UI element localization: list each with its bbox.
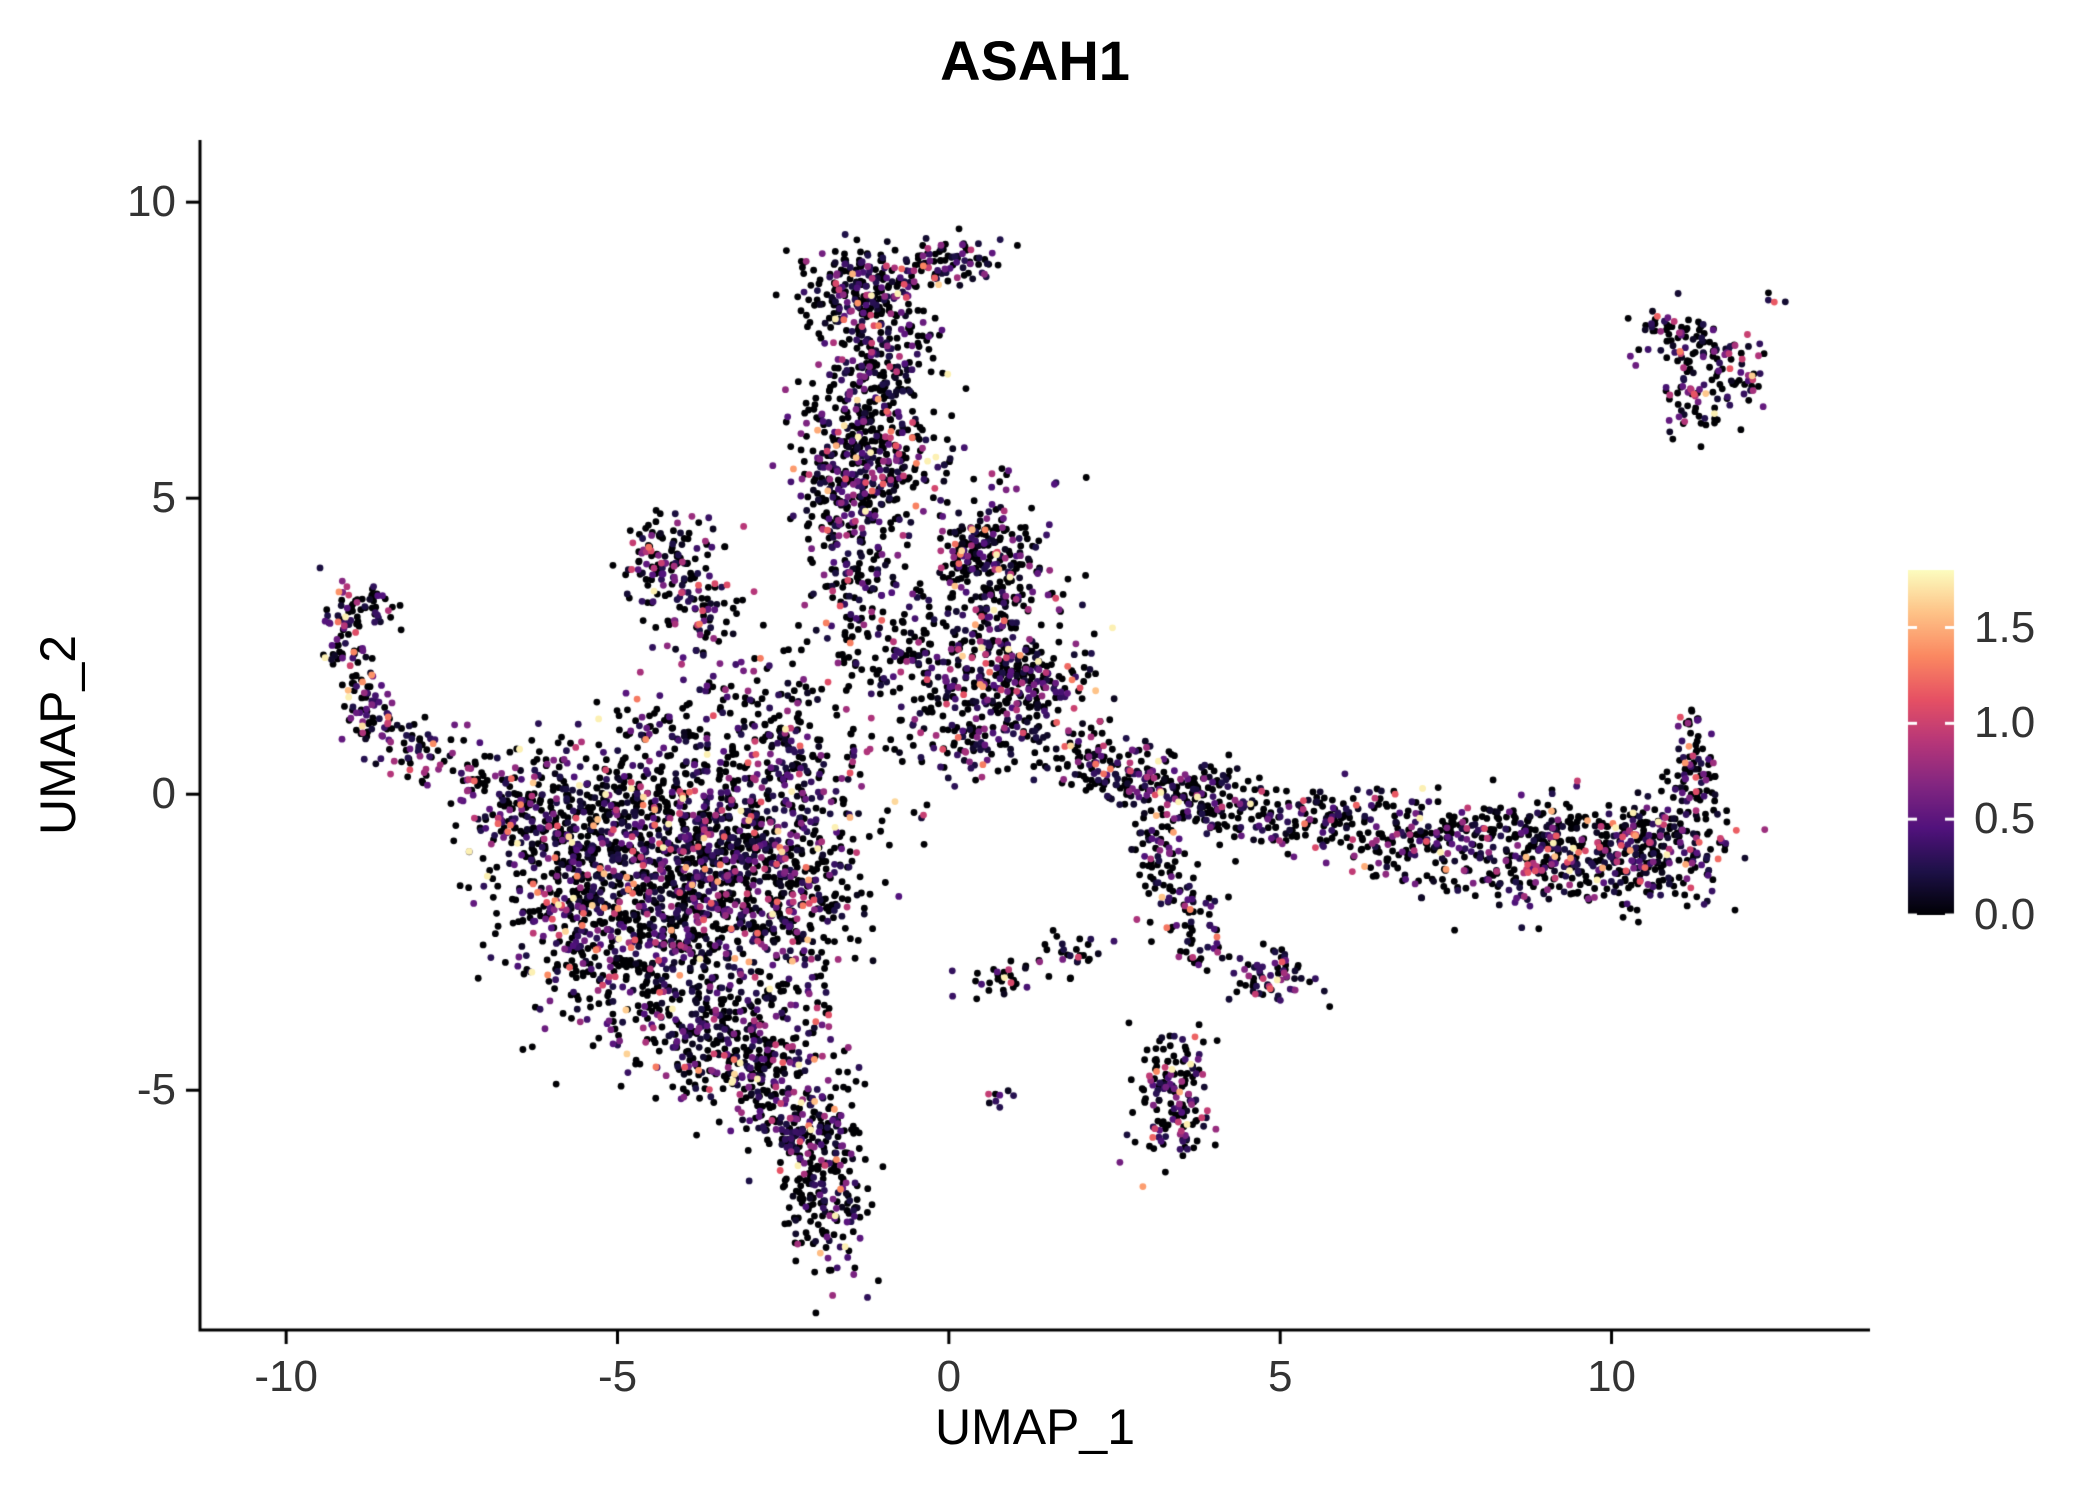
y-tick-label: 10 xyxy=(127,177,176,227)
x-tick-label: 0 xyxy=(936,1352,962,1401)
y-tick-label: 5 xyxy=(151,473,176,523)
x-tick-label: 10 xyxy=(1587,1352,1637,1401)
colorbar-tick-label: 0.5 xyxy=(1974,794,2036,844)
colorbar-tick-label: 1.5 xyxy=(1974,602,2036,652)
x-tick-label: -10 xyxy=(254,1352,318,1401)
plot-title: ASAH1 xyxy=(940,29,1130,92)
colorbar-tick-label: 1.0 xyxy=(1974,698,2036,748)
y-tick-label: -5 xyxy=(136,1065,176,1115)
y-axis-label: UMAP_2 xyxy=(30,634,86,836)
y-tick-label: 0 xyxy=(151,769,176,819)
x-tick-label: 5 xyxy=(1267,1352,1293,1401)
x-axis-label: UMAP_1 xyxy=(934,1399,1136,1455)
x-tick-label: -5 xyxy=(597,1352,638,1401)
colorbar-tick-label: 0.0 xyxy=(1974,890,2036,939)
